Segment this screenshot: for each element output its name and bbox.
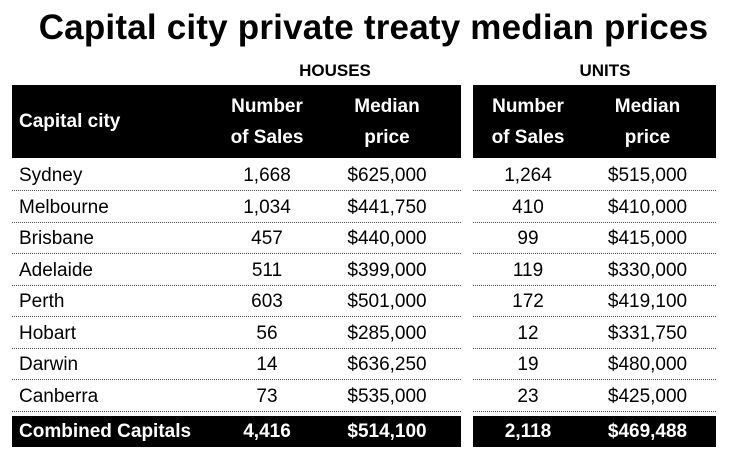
house-price-cell: $399,000 xyxy=(347,260,427,281)
unit-price-cell: $415,000 xyxy=(607,228,688,249)
table-row-units: 410 $410,000 xyxy=(473,192,716,223)
city-cell: Perth xyxy=(19,291,65,312)
house-sales-cell: 4,416 xyxy=(243,421,291,442)
house-price-cell: $625,000 xyxy=(347,165,427,186)
unit-price-cell: $480,000 xyxy=(607,354,688,375)
house-sales-cell: 1,668 xyxy=(243,165,291,186)
unit-sales-cell: 410 xyxy=(512,197,544,218)
city-cell: Darwin xyxy=(19,354,79,375)
houses-group-label: HOUSES xyxy=(299,61,371,80)
unit-sales-cell: 1,264 xyxy=(504,165,552,186)
table-row-houses: Sydney 1,668 $625,000 xyxy=(12,160,461,191)
unit-sales-cell: 119 xyxy=(512,260,544,281)
table-row-units: 1,264 $515,000 xyxy=(473,160,716,191)
table-row-units: 23 $425,000 xyxy=(473,381,716,412)
city-cell: Canberra xyxy=(19,386,99,407)
city-cell: Brisbane xyxy=(19,228,94,249)
unit-sales-cell: 12 xyxy=(517,323,539,344)
unit-sales-cell: 2,118 xyxy=(504,421,552,442)
house-price-cell: $441,750 xyxy=(347,197,427,218)
units-group-label: UNITS xyxy=(579,61,631,80)
table-row-houses: Hobart 56 $285,000 xyxy=(12,318,461,349)
table-row-units: 19 $480,000 xyxy=(473,349,716,380)
city-cell: Hobart xyxy=(19,323,77,344)
house-price-cell: $636,250 xyxy=(347,354,427,375)
house-sales-cell: 511 xyxy=(251,260,283,281)
unit-price-cell: $425,000 xyxy=(607,386,688,407)
house-price-cell: $285,000 xyxy=(347,323,427,344)
total-row-units: 2,118 $469,488 xyxy=(473,416,716,447)
table-row-houses: Perth 603 $501,000 xyxy=(12,286,461,317)
house-sales-cell: 14 xyxy=(256,354,278,375)
unit-price-cell: $330,000 xyxy=(607,260,688,281)
house-sales-cell: 603 xyxy=(251,291,283,312)
unit-price-cell: $515,000 xyxy=(607,165,688,186)
column-header-unit-price: Median price xyxy=(614,95,681,148)
total-row-houses: Combined Capitals 4,416 $514,100 xyxy=(12,416,461,447)
table-row-units: 119 $330,000 xyxy=(473,255,716,286)
house-sales-cell: 73 xyxy=(256,386,278,407)
house-price-cell: $440,000 xyxy=(347,228,427,249)
unit-price-cell: $469,488 xyxy=(607,421,688,442)
table-row-houses: Melbourne 1,034 $441,750 xyxy=(12,192,461,223)
house-price-cell: $514,100 xyxy=(347,421,427,442)
table-row-houses: Canberra 73 $535,000 xyxy=(12,381,461,412)
unit-sales-cell: 172 xyxy=(512,291,544,312)
house-sales-cell: 457 xyxy=(251,228,283,249)
unit-price-cell: $331,750 xyxy=(607,323,688,344)
column-header-capital-city: Capital city xyxy=(19,111,121,132)
house-price-cell: $501,000 xyxy=(347,291,427,312)
table-row-houses: Darwin 14 $636,250 xyxy=(12,349,461,380)
unit-sales-cell: 23 xyxy=(517,386,539,407)
house-sales-cell: 56 xyxy=(256,323,278,344)
units-header-block: Number of Sales Median price xyxy=(473,85,716,158)
table-row-units: 12 $331,750 xyxy=(473,318,716,349)
city-cell: Adelaide xyxy=(19,260,93,281)
house-price-cell: $535,000 xyxy=(347,386,427,407)
houses-header-block: Capital city Number of Sales Median pric… xyxy=(12,85,461,158)
house-sales-cell: 1,034 xyxy=(243,197,291,218)
city-cell: Melbourne xyxy=(19,197,109,218)
table-row-houses: Adelaide 511 $399,000 xyxy=(12,255,461,286)
unit-price-cell: $410,000 xyxy=(607,197,688,218)
table-row-units: 172 $419,100 xyxy=(473,286,716,317)
unit-sales-cell: 19 xyxy=(517,354,539,375)
table-row-houses: Brisbane 457 $440,000 xyxy=(12,223,461,254)
column-header-house-price: Median price xyxy=(354,95,420,148)
unit-sales-cell: 99 xyxy=(517,228,539,249)
table-row-units: 99 $415,000 xyxy=(473,223,716,254)
city-cell: Sydney xyxy=(19,165,83,186)
unit-price-cell: $419,100 xyxy=(607,291,688,312)
table-title: Capital city private treaty median price… xyxy=(38,8,709,47)
column-header-unit-sales: Number of Sales xyxy=(491,95,565,148)
column-header-house-sales: Number of Sales xyxy=(230,95,304,148)
city-cell: Combined Capitals xyxy=(19,421,192,442)
